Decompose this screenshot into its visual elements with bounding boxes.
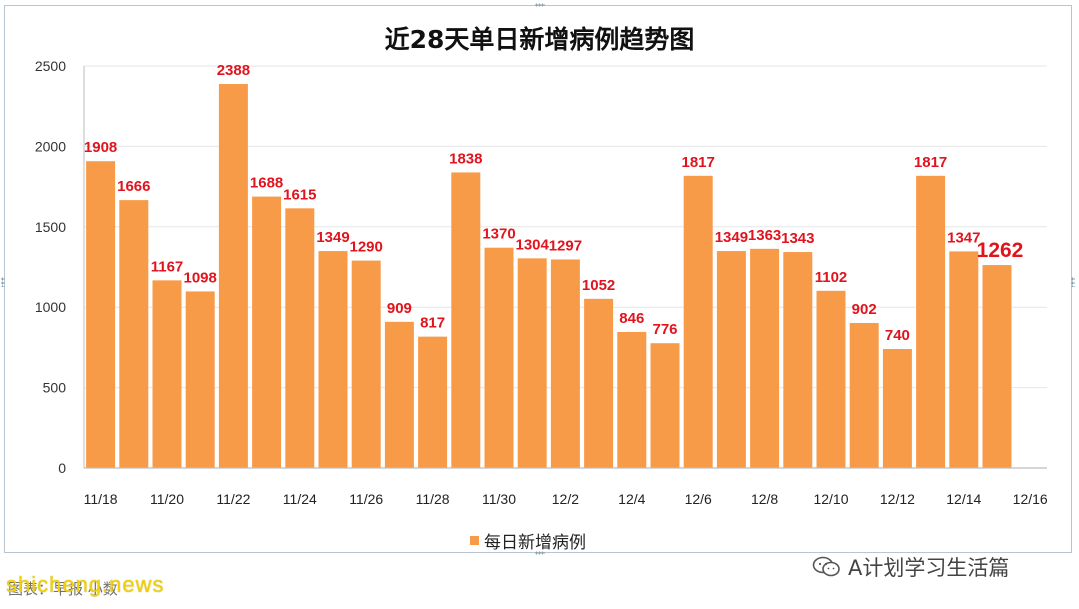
data-label: 1052 <box>582 277 615 294</box>
x-tick-label: 11/28 <box>416 491 450 507</box>
bars-layer <box>86 84 1012 469</box>
data-label: 776 <box>652 321 677 338</box>
x-tick-label: 11/18 <box>84 491 118 507</box>
data-label: 1167 <box>151 258 184 275</box>
bar <box>716 251 746 468</box>
y-tick-label: 1500 <box>35 219 66 235</box>
bar <box>882 349 912 468</box>
legend: 每日新增病例 <box>470 528 586 553</box>
data-label: 1349 <box>316 229 349 246</box>
x-axis: 11/18 11/20 11/22 11/24 11/26 11/28 11/30 12/2 1… <box>84 467 1048 507</box>
source-caption: 图表：早报 小数 <box>8 580 118 598</box>
bar <box>650 343 680 468</box>
data-label: 1347 <box>947 229 980 246</box>
data-label: 1343 <box>781 230 814 247</box>
bar <box>285 208 315 469</box>
bar <box>185 291 215 468</box>
y-tick-label: 2500 <box>35 58 66 74</box>
bar <box>849 322 879 468</box>
account-name: A计划学习生活篇 <box>848 556 1010 580</box>
bar <box>451 172 481 469</box>
bar <box>617 331 647 468</box>
data-label: 1666 <box>117 178 150 195</box>
data-label: 1370 <box>482 226 515 243</box>
data-label: 740 <box>885 327 910 344</box>
data-label: 1102 <box>815 269 848 286</box>
bar <box>916 175 946 468</box>
bar <box>418 336 448 468</box>
chart-title: 近28天单日新增病例趋势图 <box>384 25 695 54</box>
data-label: 1262 <box>977 239 1024 262</box>
y-axis: 0 500 1000 1500 2000 2500 <box>35 58 85 476</box>
bar <box>949 251 979 468</box>
x-tick-label: 12/6 <box>685 491 712 507</box>
data-label: 1615 <box>283 186 316 203</box>
resize-handle-right[interactable] <box>1071 277 1075 287</box>
site-watermark: shicheng.news <box>6 572 165 597</box>
data-label: 1838 <box>449 150 482 167</box>
resize-handle-left[interactable] <box>1 277 5 287</box>
y-tick-label: 1000 <box>35 299 66 315</box>
data-label: 1817 <box>914 154 947 171</box>
y-tick-label: 500 <box>43 380 67 396</box>
data-label: 1304 <box>516 236 550 253</box>
data-label: 846 <box>619 310 644 327</box>
wechat-icon <box>812 556 842 578</box>
legend-swatch <box>470 536 479 545</box>
x-tick-label: 11/24 <box>283 491 317 507</box>
bar <box>318 251 348 468</box>
bar <box>384 321 414 468</box>
bar <box>517 258 547 468</box>
data-label: 2388 <box>217 62 250 79</box>
data-labels-layer: 1908166611671098238816881615134912909098… <box>84 62 1023 344</box>
data-label: 817 <box>420 315 445 332</box>
x-tick-label: 12/8 <box>751 491 778 507</box>
data-label: 1290 <box>350 239 383 256</box>
x-tick-label: 12/12 <box>880 491 915 507</box>
data-label: 1908 <box>84 139 117 156</box>
x-tick-label: 12/2 <box>552 491 579 507</box>
x-tick-label: 12/10 <box>813 491 848 507</box>
bar <box>584 298 614 468</box>
bar <box>252 196 282 469</box>
bar <box>152 280 182 468</box>
data-label: 1688 <box>250 175 283 192</box>
bar <box>86 161 116 468</box>
bar <box>484 247 514 468</box>
data-label: 1363 <box>748 227 781 244</box>
y-tick-label: 2000 <box>35 138 66 154</box>
bar <box>683 175 713 468</box>
bar <box>783 252 813 468</box>
data-label: 1297 <box>549 237 582 254</box>
bar <box>816 290 846 468</box>
resize-handle-bottom[interactable] <box>535 551 545 555</box>
bar <box>750 248 780 468</box>
data-label: 1098 <box>184 269 217 286</box>
data-label: 1349 <box>715 229 748 246</box>
data-label: 909 <box>387 300 412 317</box>
bar <box>550 259 580 468</box>
resize-handle-top[interactable] <box>535 3 545 7</box>
bar <box>218 84 248 469</box>
bar <box>119 200 149 469</box>
x-tick-label: 11/22 <box>216 491 250 507</box>
y-tick-label: 0 <box>58 460 66 476</box>
x-tick-label: 12/16 <box>1013 491 1048 507</box>
x-tick-label: 11/20 <box>150 491 184 507</box>
account-watermark: A计划学习生活篇 <box>812 552 1009 582</box>
x-tick-label: 11/26 <box>349 491 383 507</box>
legend-label: 每日新增病例 <box>484 533 586 553</box>
data-label: 1817 <box>682 154 715 171</box>
bar <box>982 265 1012 468</box>
data-label: 902 <box>852 301 877 318</box>
bar <box>351 260 381 468</box>
x-tick-label: 12/4 <box>618 491 645 507</box>
x-tick-label: 11/30 <box>482 491 516 507</box>
x-tick-label: 12/14 <box>946 491 981 507</box>
